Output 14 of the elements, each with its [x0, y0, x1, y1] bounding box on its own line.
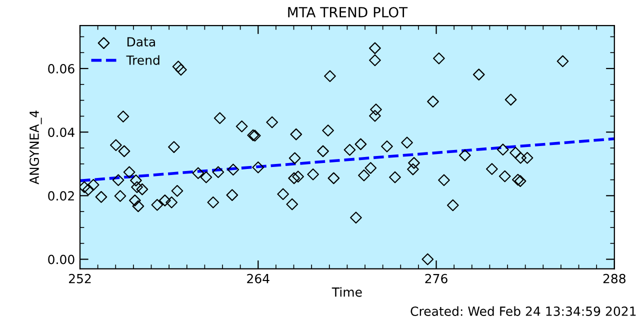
- text: Created: Wed Feb 24 13:34:59 2021: [410, 306, 636, 316]
- x-tick-label: 288: [603, 274, 626, 284]
- x-tick-label: 252: [68, 274, 91, 284]
- y-tick-label: 0.04: [48, 128, 74, 138]
- legend-label: Data: [127, 37, 155, 47]
- x-tick-label: 264: [247, 274, 270, 284]
- legend-label: Trend: [126, 55, 160, 65]
- chart-title: MTA TREND PLOT: [288, 6, 408, 18]
- x-axis-title: Time: [332, 287, 362, 297]
- x-tick-label: 276: [425, 274, 448, 284]
- y-tick-label: 0.02: [48, 191, 74, 201]
- y-axis-title: ANGYNEA_4: [30, 110, 42, 184]
- y-tick-label: 0.00: [48, 254, 74, 264]
- y-tick-label: 0.06: [48, 64, 74, 74]
